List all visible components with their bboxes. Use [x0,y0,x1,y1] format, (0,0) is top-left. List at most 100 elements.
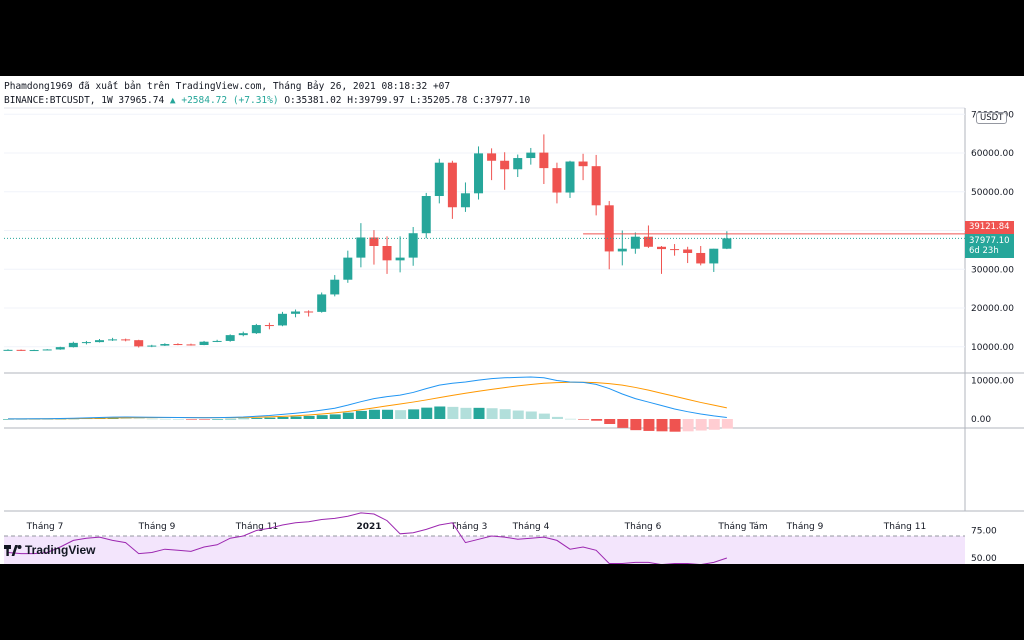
candle-body [487,153,497,161]
macd-histogram-bar [342,412,354,419]
candle-body [552,168,562,193]
symbol-info: BINANCE:BTCUSDT, 1W 37965.74 ▲ +2584.72 … [4,94,530,108]
chart-svg: 10000.0020000.0030000.0040000.0050000.00… [3,107,1024,564]
price-tick-label: 50000.00 [971,188,1014,198]
macd-histogram-bar [159,418,171,420]
macd-histogram-bar [473,407,485,419]
macd-histogram-bar [538,413,550,419]
signal-line [7,381,727,420]
candle-body [147,345,157,347]
macd-histogram-bar [107,418,119,419]
macd-histogram-bar [434,406,446,419]
candle-body [16,349,26,351]
macd-histogram-bar [708,419,720,430]
macd-histogram-bar [499,409,511,419]
macd-histogram-bar [721,419,733,429]
tradingview-icon [4,544,22,556]
currency-label[interactable]: USDT [976,112,1008,124]
candle-body [186,344,196,346]
macd-histogram-bar [578,419,590,420]
candle-countdown: 6d 23h [969,246,999,256]
candle-body [670,249,680,251]
time-tick-label: Tháng Tám [717,522,767,532]
candle-body [683,249,693,253]
rsi-line [7,512,728,564]
macd-histogram-bar [512,410,524,419]
candle-body [539,152,549,169]
macd-histogram-bar [551,416,563,419]
candle-body [630,236,640,249]
candle-body [94,340,104,343]
candle-body [29,350,39,352]
candle-body [291,311,301,314]
macd-histogram-bar [316,415,328,419]
macd-histogram-bar [669,419,681,432]
macd-histogram-bar [133,418,145,420]
macd-histogram-bar [329,414,341,419]
macd-histogram-bar [185,419,197,420]
price-tick-label: 30000.00 [971,265,1014,275]
candle-body [395,257,405,261]
candle-body [643,236,653,247]
candle-body [173,344,183,346]
rsi-band [4,536,965,564]
chart-area: 10000.0020000.0030000.0040000.0050000.00… [0,76,1024,564]
candle-body [68,342,78,348]
candle-body [709,248,719,264]
macd-histogram-bar [460,407,472,419]
candle-body [304,311,314,313]
chart-header: Phamdong1969 đã xuất bản trên TradingVie… [4,80,530,108]
candle-body [578,161,588,167]
candle-body [199,341,209,346]
candle-body [238,333,248,336]
macd-histogram-bar [656,419,668,432]
candle-body [212,340,222,342]
macd-histogram-bar [486,408,498,419]
macd-histogram-bar [682,419,694,432]
candle-body [108,339,118,341]
macd-histogram-bar [565,418,577,420]
price-tick-label: 10000.00 [971,343,1014,353]
candle-body [277,313,287,326]
rsi-tick-label: 50.00 [971,554,997,564]
symbol-label: BINANCE:BTCUSDT, 1W [4,95,113,106]
time-tick-label: Tháng 4 [512,522,550,532]
price-tag-red: 39121.84 [965,221,1014,234]
macd-histogram-bar [591,419,603,421]
macd-histogram-bar [303,415,315,419]
macd-histogram-bar [395,410,407,419]
macd-histogram-bar [290,416,302,419]
macd-tick-label: 0.00 [971,415,991,425]
macd-histogram-bar [120,418,132,419]
candle-body [696,252,706,264]
macd-histogram-bar [146,418,158,420]
candle-body [526,152,536,159]
candle-body [565,161,575,193]
candle-body [42,349,52,351]
last-price: 37965.74 [118,95,165,106]
candle-body [474,153,484,194]
macd-histogram-bar [695,419,707,431]
candle-body [356,237,366,258]
macd-histogram-bar [525,411,537,419]
candle-body [722,238,732,249]
candle-body [343,257,353,280]
candle-body [81,342,91,344]
candle-body [317,294,327,312]
candle-body [500,160,510,170]
macd-histogram-bar [225,418,237,420]
candle-body [434,162,444,197]
time-tick-label: Tháng 3 [450,522,488,532]
candle-body [421,196,431,234]
macd-histogram-bar [212,419,224,420]
candle-body [408,233,418,258]
macd-histogram-bar [630,419,642,431]
candle-body [617,248,627,252]
candle-body [513,158,523,170]
macd-histogram-bar [368,409,380,419]
candle-body [121,339,131,341]
candle-body [604,205,614,252]
macd-histogram-bar [264,417,276,419]
tradingview-logo[interactable]: TradingView [4,543,95,557]
macd-histogram-bar [617,419,629,428]
